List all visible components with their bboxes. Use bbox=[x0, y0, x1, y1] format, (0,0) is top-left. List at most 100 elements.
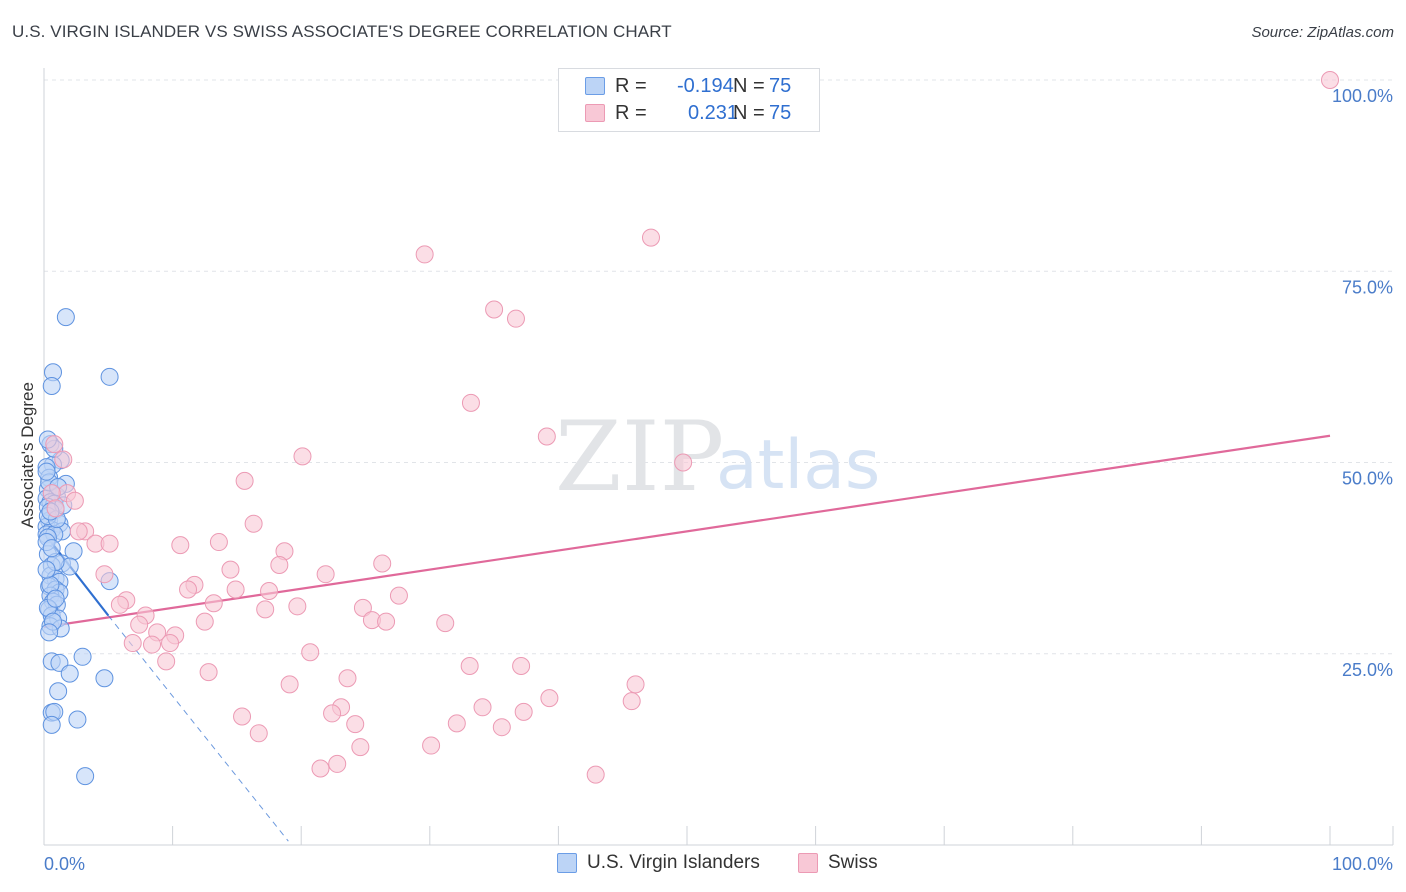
data-point-swiss bbox=[199, 663, 218, 682]
bottom-legend-label: Swiss bbox=[828, 852, 878, 873]
data-point-swiss bbox=[226, 580, 245, 599]
data-point-swiss bbox=[485, 300, 504, 319]
data-point-virgin-islanders bbox=[42, 377, 61, 395]
data-point-swiss bbox=[316, 565, 335, 584]
data-point-swiss bbox=[288, 597, 307, 616]
data-point-swiss bbox=[95, 565, 114, 584]
data-point-swiss bbox=[143, 635, 162, 654]
data-point-swiss bbox=[195, 612, 214, 631]
data-point-swiss bbox=[389, 586, 408, 605]
data-point-virgin-islanders bbox=[100, 367, 119, 386]
watermark-zip: ZIP bbox=[555, 401, 724, 513]
y-tick-label-0: 25.0% bbox=[1342, 660, 1393, 680]
data-point-swiss bbox=[323, 704, 342, 723]
data-point-swiss bbox=[157, 652, 176, 671]
data-point-virgin-islanders bbox=[46, 589, 65, 608]
data-point-swiss bbox=[338, 669, 357, 688]
y-tick-label-2: 75.0% bbox=[1342, 277, 1393, 297]
data-point-swiss bbox=[54, 450, 73, 469]
legend-n-label: N = bbox=[733, 102, 765, 124]
data-point-swiss bbox=[626, 675, 645, 694]
data-point-swiss bbox=[311, 759, 330, 778]
data-point-virgin-islanders bbox=[76, 767, 95, 786]
tick-labels: 25.0% 50.0% 75.0% 100.0% 0.0% 100.0% bbox=[44, 86, 1393, 874]
legend-n-value: 75 bbox=[769, 102, 792, 124]
data-point-virgin-islanders bbox=[49, 682, 68, 701]
data-point-swiss bbox=[123, 634, 142, 653]
data-point-virgin-islanders bbox=[68, 710, 87, 729]
y-tick-label-3: 100.0% bbox=[1332, 86, 1393, 106]
x-tick-label-0: 0.0% bbox=[44, 854, 85, 874]
data-point-swiss bbox=[506, 309, 525, 328]
data-point-swiss bbox=[100, 534, 119, 553]
data-point-swiss bbox=[540, 689, 559, 708]
data-point-swiss bbox=[161, 634, 180, 653]
data-point-swiss bbox=[110, 595, 129, 614]
legend-r-label: R = bbox=[615, 75, 647, 97]
data-point-swiss bbox=[270, 556, 289, 575]
data-point-swiss bbox=[492, 718, 511, 737]
data-point-swiss bbox=[460, 656, 479, 675]
data-point-swiss bbox=[42, 484, 61, 503]
data-point-swiss bbox=[473, 698, 492, 717]
data-point-swiss bbox=[622, 692, 641, 711]
series-swiss bbox=[42, 71, 1339, 784]
data-point-swiss bbox=[46, 499, 65, 518]
correlation-legend: R = -0.194 N = 75 R = 0.231 N = 75 bbox=[558, 68, 820, 132]
data-point-virgin-islanders bbox=[37, 462, 56, 481]
data-point-virgin-islanders bbox=[42, 715, 61, 734]
data-point-swiss bbox=[233, 707, 252, 726]
gridlines bbox=[44, 79, 1393, 655]
data-point-virgin-islanders bbox=[37, 560, 56, 579]
chart-title: U.S. VIRGIN ISLANDER VS SWISS ASSOCIATE'… bbox=[12, 22, 672, 41]
data-point-swiss bbox=[256, 600, 275, 619]
data-point-swiss bbox=[674, 453, 693, 472]
data-point-swiss bbox=[130, 615, 149, 634]
legend-r-value: 0.231 bbox=[688, 102, 739, 124]
data-point-swiss bbox=[353, 598, 372, 617]
bottom-legend-swatch-pink bbox=[798, 853, 818, 873]
legend-r-label: R = bbox=[615, 102, 647, 124]
y-tick-label-1: 50.0% bbox=[1342, 469, 1393, 489]
trend-line-swiss bbox=[43, 434, 1331, 629]
data-point-swiss bbox=[641, 228, 660, 247]
data-point-swiss bbox=[415, 245, 434, 264]
data-point-swiss bbox=[1321, 71, 1339, 89]
data-point-swiss bbox=[301, 643, 320, 662]
data-point-swiss bbox=[209, 533, 228, 552]
data-point-swiss bbox=[328, 754, 347, 773]
data-point-swiss bbox=[179, 580, 198, 599]
data-point-swiss bbox=[293, 447, 312, 466]
data-point-swiss bbox=[69, 522, 88, 541]
data-point-swiss bbox=[461, 393, 480, 412]
data-point-swiss bbox=[171, 536, 190, 555]
legend-n-label: N = bbox=[733, 75, 765, 97]
data-point-swiss bbox=[514, 702, 533, 721]
data-point-swiss bbox=[45, 435, 64, 454]
watermark-atlas: atlas bbox=[716, 426, 880, 505]
data-point-swiss bbox=[537, 427, 556, 446]
source-label: Source: ZipAtlas.com bbox=[1251, 24, 1394, 41]
data-point-swiss bbox=[65, 491, 84, 510]
bottom-legend-label: U.S. Virgin Islanders bbox=[587, 852, 760, 873]
data-point-virgin-islanders bbox=[56, 308, 75, 327]
data-point-swiss bbox=[221, 560, 240, 579]
data-point-swiss bbox=[377, 612, 396, 631]
data-point-swiss bbox=[447, 714, 466, 733]
data-point-virgin-islanders bbox=[60, 664, 79, 683]
data-point-swiss bbox=[512, 656, 531, 675]
y-axis-title: Associate's Degree bbox=[18, 382, 37, 528]
x-tick-label-1: 100.0% bbox=[1332, 854, 1393, 874]
data-point-virgin-islanders bbox=[95, 669, 114, 688]
trend-line-virgin-islanders-extension bbox=[107, 615, 289, 842]
legend-swatch-pink bbox=[585, 104, 605, 122]
data-point-swiss bbox=[244, 514, 263, 533]
data-point-swiss bbox=[373, 554, 392, 573]
data-point-swiss bbox=[280, 675, 299, 694]
data-point-virgin-islanders bbox=[40, 623, 59, 642]
zipatlas-watermark: ZIP atlas bbox=[555, 401, 880, 513]
bottom-legend-swatch-blue bbox=[557, 853, 577, 873]
data-point-swiss bbox=[204, 594, 223, 613]
data-point-swiss bbox=[249, 724, 268, 743]
